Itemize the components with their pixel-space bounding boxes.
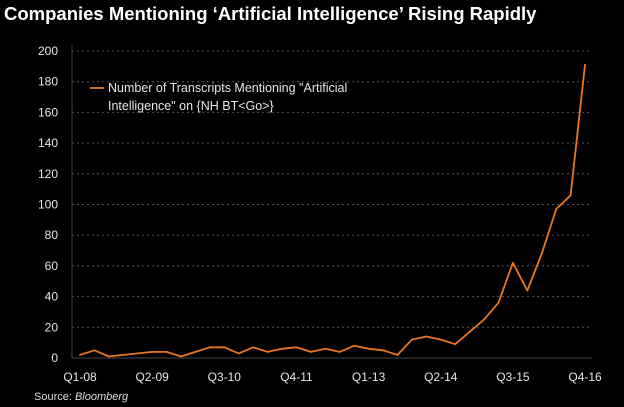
data-point (79, 354, 81, 356)
data-point (252, 346, 255, 349)
data-point (281, 347, 283, 350)
y-tick-label: 100 (38, 198, 58, 212)
y-tick-label: 60 (45, 259, 59, 273)
data-point (382, 349, 384, 352)
data-point (122, 354, 125, 356)
y-tick-label: 80 (45, 228, 59, 242)
data-point (526, 289, 529, 292)
data-point (396, 354, 399, 356)
data-point (483, 318, 485, 321)
data-point (338, 350, 341, 353)
data-point (540, 252, 543, 255)
source-label: Source: (34, 391, 75, 403)
y-tick-label: 20 (45, 320, 59, 334)
y-axis-ticks: 0 20 40 60 80 100 120 140 160 180 200 (38, 44, 58, 365)
data-points (79, 63, 586, 358)
data-point (208, 346, 211, 349)
gridlines (72, 50, 592, 328)
data-point (367, 347, 370, 350)
y-tick-label: 120 (38, 167, 58, 181)
y-tick-label: 0 (51, 351, 58, 365)
data-point (497, 301, 500, 304)
x-tick-label: Q4-11 (280, 370, 313, 384)
data-point (180, 355, 182, 358)
x-tick-label: Q2-09 (135, 370, 169, 384)
data-point (468, 331, 471, 333)
data-point (353, 344, 356, 347)
data-point (295, 346, 298, 349)
source-name: Bloomberg (74, 391, 129, 403)
x-axis-ticks: Q1-08 Q2-09 Q3-10 Q4-11 Q1-13 Q2-14 Q3-15 Q4-16 (63, 370, 602, 384)
y-tick-label: 40 (45, 290, 59, 304)
data-point (151, 350, 154, 353)
data-point (237, 352, 240, 355)
data-point (410, 338, 413, 341)
data-point (425, 335, 428, 338)
data-point (136, 352, 139, 355)
source-note: Source: Bloomberg (34, 391, 128, 403)
x-tick-label: Q4-16 (568, 370, 602, 384)
y-tick-label: 140 (38, 136, 58, 150)
data-point (194, 350, 197, 353)
x-tick-label: Q1-08 (63, 370, 97, 384)
y-tick-label: 180 (38, 75, 58, 89)
data-point (93, 349, 96, 352)
data-point (107, 355, 110, 358)
data-point (324, 347, 327, 350)
y-tick-label: 200 (38, 44, 58, 58)
y-tick-label: 160 (38, 105, 58, 119)
data-point (512, 261, 514, 264)
data-point (266, 350, 269, 353)
legend-label-line2: Intelligence" on {NH BT<Go>} (108, 99, 274, 113)
x-tick-label: Q2-14 (424, 370, 458, 384)
data-point (454, 343, 457, 346)
x-tick-label: Q3-15 (496, 370, 530, 384)
data-point (555, 208, 558, 211)
data-point (223, 346, 226, 349)
data-point (439, 338, 442, 341)
data-point (584, 63, 586, 66)
x-tick-label: Q1-13 (352, 370, 386, 384)
x-tick-label: Q3-10 (208, 370, 242, 384)
data-point (165, 350, 168, 353)
legend: Number of Transcripts Mentioning "Artifi… (90, 81, 347, 113)
data-point (569, 194, 572, 197)
legend-label-line1: Number of Transcripts Mentioning "Artifi… (108, 81, 347, 95)
series-line-ai-transcripts (79, 64, 586, 358)
chart-title: Companies Mentioning ‘Artificial Intelli… (4, 3, 537, 24)
data-point (309, 350, 312, 353)
